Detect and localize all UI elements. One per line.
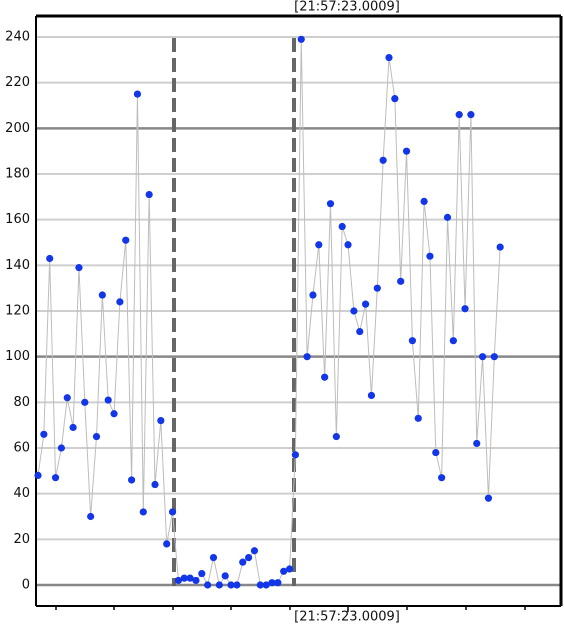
y-tick-label: 200	[5, 121, 30, 136]
point	[338, 222, 346, 231]
point	[116, 298, 124, 306]
point	[490, 353, 498, 361]
point	[332, 432, 340, 441]
y-tick-label: 20	[13, 532, 30, 547]
point	[186, 574, 194, 582]
point	[157, 416, 165, 425]
point	[204, 581, 212, 589]
point	[227, 581, 235, 589]
point	[256, 581, 264, 589]
y-tick-label: 220	[5, 75, 30, 90]
point	[438, 474, 446, 482]
point	[315, 241, 323, 249]
point	[63, 394, 71, 402]
y-tick-label: 160	[5, 212, 30, 227]
point	[51, 474, 60, 482]
point	[98, 291, 106, 299]
point	[426, 252, 434, 260]
point	[379, 156, 387, 164]
y-tick-label: 180	[5, 167, 30, 182]
point	[496, 243, 504, 251]
point	[309, 291, 317, 299]
point	[46, 254, 54, 263]
point	[75, 264, 83, 272]
point	[484, 494, 493, 502]
point	[402, 147, 411, 155]
point	[139, 508, 147, 516]
y-tick-label: 0	[22, 577, 30, 592]
point	[233, 581, 241, 589]
point	[397, 277, 405, 285]
point	[198, 569, 206, 578]
point	[209, 553, 218, 562]
point	[268, 579, 276, 587]
point	[432, 448, 440, 457]
y-tick-label: 60	[13, 440, 30, 455]
point	[40, 430, 48, 438]
point	[373, 284, 381, 292]
point	[34, 471, 42, 479]
point	[163, 540, 171, 548]
point	[174, 576, 182, 585]
point	[250, 547, 259, 555]
point	[297, 35, 305, 43]
point	[473, 439, 481, 448]
point	[461, 305, 469, 313]
y-tick-label: 100	[5, 349, 30, 364]
point	[145, 190, 153, 199]
point	[455, 111, 463, 119]
y-tick-label: 120	[5, 304, 30, 319]
point	[92, 432, 101, 441]
top-label: [21:57:23.0009]	[294, 0, 400, 15]
point	[449, 337, 457, 345]
point	[326, 200, 335, 208]
point	[104, 396, 112, 404]
point	[321, 373, 329, 381]
series-line	[37, 39, 501, 587]
point	[408, 337, 416, 345]
point	[133, 90, 142, 98]
point	[87, 512, 95, 521]
point	[350, 307, 358, 315]
point	[81, 398, 89, 406]
point	[385, 53, 393, 62]
point	[168, 508, 177, 516]
point	[245, 553, 253, 562]
point	[420, 197, 428, 206]
point	[362, 300, 370, 308]
point	[57, 444, 65, 452]
point	[262, 581, 270, 589]
point	[414, 414, 422, 422]
point	[285, 565, 294, 573]
point	[110, 410, 118, 418]
point	[215, 581, 223, 589]
point	[151, 480, 159, 489]
point	[128, 476, 136, 484]
point	[221, 572, 229, 580]
point	[479, 353, 487, 361]
y-tick-label: 80	[13, 395, 30, 410]
point	[467, 111, 475, 119]
point	[192, 576, 200, 585]
point	[344, 241, 352, 249]
y-tick-label: 240	[5, 30, 30, 45]
y-tick-label: 40	[13, 486, 30, 501]
point	[280, 567, 288, 575]
point	[239, 558, 247, 566]
point	[391, 95, 399, 103]
point	[303, 353, 311, 361]
point	[180, 574, 188, 582]
point	[367, 391, 376, 400]
point	[356, 327, 364, 336]
point	[122, 236, 130, 244]
bottom-label: [21:57:23.0009]	[294, 610, 400, 624]
point	[291, 451, 299, 459]
point	[274, 579, 282, 587]
y-tick-label: 140	[5, 258, 30, 273]
point	[443, 213, 452, 221]
point	[69, 423, 77, 432]
